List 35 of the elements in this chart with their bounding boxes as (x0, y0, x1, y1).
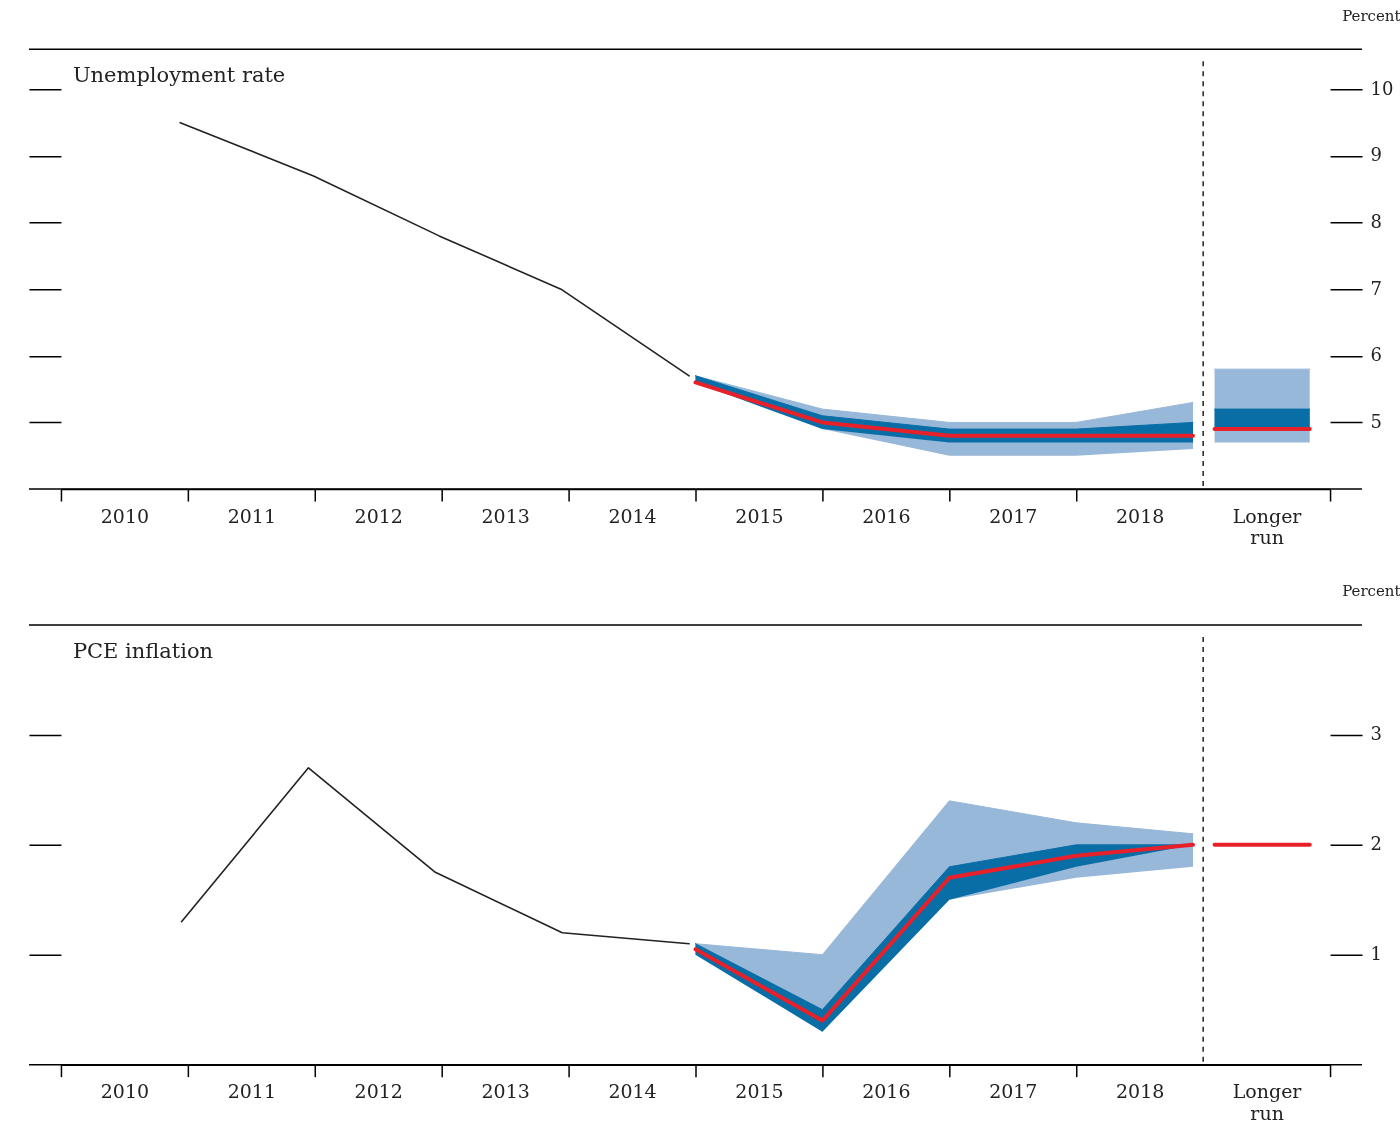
y-tick-label: 1 (1370, 943, 1382, 965)
line-series (179, 121, 690, 377)
x-tick-label: 2018 (1116, 504, 1165, 527)
y-tick-label: 2 (1370, 833, 1382, 855)
y-tick-label: 9 (1370, 144, 1382, 166)
x-tick-label: Longer run (1232, 504, 1303, 549)
y-tick-label: 6 (1370, 344, 1382, 366)
x-tick-label: 2016 (862, 1080, 911, 1103)
x-tick-label: 2012 (354, 504, 403, 527)
y-axis-title: Percent (1342, 6, 1400, 25)
x-tick-label: 2010 (100, 504, 150, 527)
x-tick-label: 2012 (354, 1080, 403, 1103)
x-tick-label: 2018 (1116, 1080, 1165, 1103)
y-axis-title: Percent (1342, 582, 1400, 601)
text: Unemployment rate (72, 63, 286, 88)
x-tick-label: 2011 (227, 1080, 276, 1103)
x-tick-label: 2011 (227, 504, 276, 527)
x-tick-label: 2010 (100, 1080, 150, 1103)
x-tick-label: 2013 (481, 1080, 530, 1103)
x-tick-label: 2017 (989, 1080, 1038, 1103)
y-tick-label: 3 (1370, 723, 1382, 745)
x-tick-label: 2016 (862, 504, 911, 527)
text: PCE inflation (72, 638, 214, 663)
x-tick-label: 2013 (481, 504, 530, 527)
y-tick-label: 8 (1370, 211, 1382, 233)
x-tick-label: 2015 (735, 1080, 784, 1103)
x-tick-label: 2014 (608, 1080, 657, 1103)
y-tick-label: 7 (1370, 277, 1382, 299)
y-tick-label: 5 (1370, 410, 1382, 432)
line-series (180, 767, 690, 945)
x-tick-label: Longer run (1232, 1080, 1303, 1125)
y-tick-label: 10 (1370, 77, 1394, 99)
x-tick-label: 2015 (735, 504, 784, 527)
x-tick-label: 2017 (989, 504, 1038, 527)
x-tick-label: 2014 (608, 504, 657, 527)
